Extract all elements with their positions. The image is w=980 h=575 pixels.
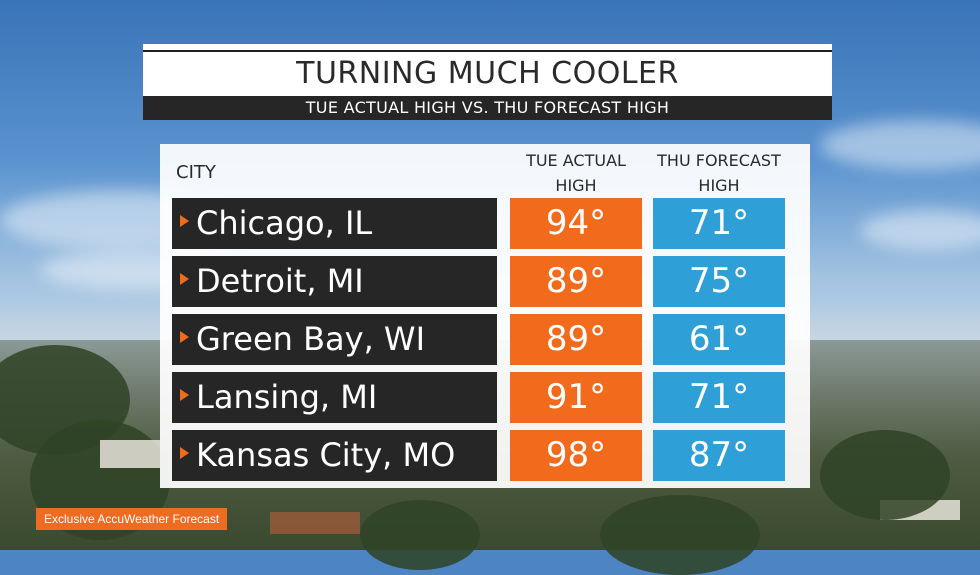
thu-forecast-value: 87° [653, 430, 785, 481]
city-cell: Detroit, MI [172, 256, 497, 307]
city-cell: Chicago, IL [172, 198, 497, 249]
column-header-city: CITY [176, 162, 216, 183]
city-name: Detroit, MI [196, 262, 364, 300]
tue-high-value: 89° [510, 314, 642, 365]
title-banner: TURNING MUCH COOLER TUE ACTUAL HIGH VS. … [143, 44, 832, 120]
triangle-right-icon [180, 447, 189, 459]
triangle-right-icon [180, 273, 189, 285]
house [100, 440, 160, 468]
roof [270, 512, 360, 534]
tue-high-value: 98° [510, 430, 642, 481]
tue-high-value: 89° [510, 256, 642, 307]
cloud [860, 210, 980, 250]
triangle-right-icon [180, 331, 189, 343]
city-cell: Lansing, MI [172, 372, 497, 423]
thu-forecast-value: 71° [653, 372, 785, 423]
city-name: Green Bay, WI [196, 320, 425, 358]
tue-high-value: 94° [510, 198, 642, 249]
thu-forecast-value: 71° [653, 198, 785, 249]
thu-forecast-value: 61° [653, 314, 785, 365]
city-name: Lansing, MI [196, 378, 378, 416]
triangle-right-icon [180, 389, 189, 401]
tree [820, 430, 950, 520]
title-top-rule [143, 44, 832, 52]
city-cell: Green Bay, WI [172, 314, 497, 365]
tree [360, 500, 480, 570]
triangle-right-icon [180, 215, 189, 227]
city-cell: Kansas City, MO [172, 430, 497, 481]
column-header-tue: TUE ACTUAL HIGH [526, 151, 626, 195]
tue-high-value: 91° [510, 372, 642, 423]
page-subtitle: TUE ACTUAL HIGH VS. THU FORECAST HIGH [143, 96, 832, 120]
cloud [820, 120, 980, 170]
column-header-thu: THU FORECAST HIGH [657, 151, 781, 195]
thu-forecast-value: 75° [653, 256, 785, 307]
city-name: Kansas City, MO [196, 436, 456, 474]
accuweather-tag: Exclusive AccuWeather Forecast [36, 508, 228, 530]
page-title: TURNING MUCH COOLER [143, 52, 832, 96]
tree [600, 495, 760, 575]
city-name: Chicago, IL [196, 204, 373, 242]
